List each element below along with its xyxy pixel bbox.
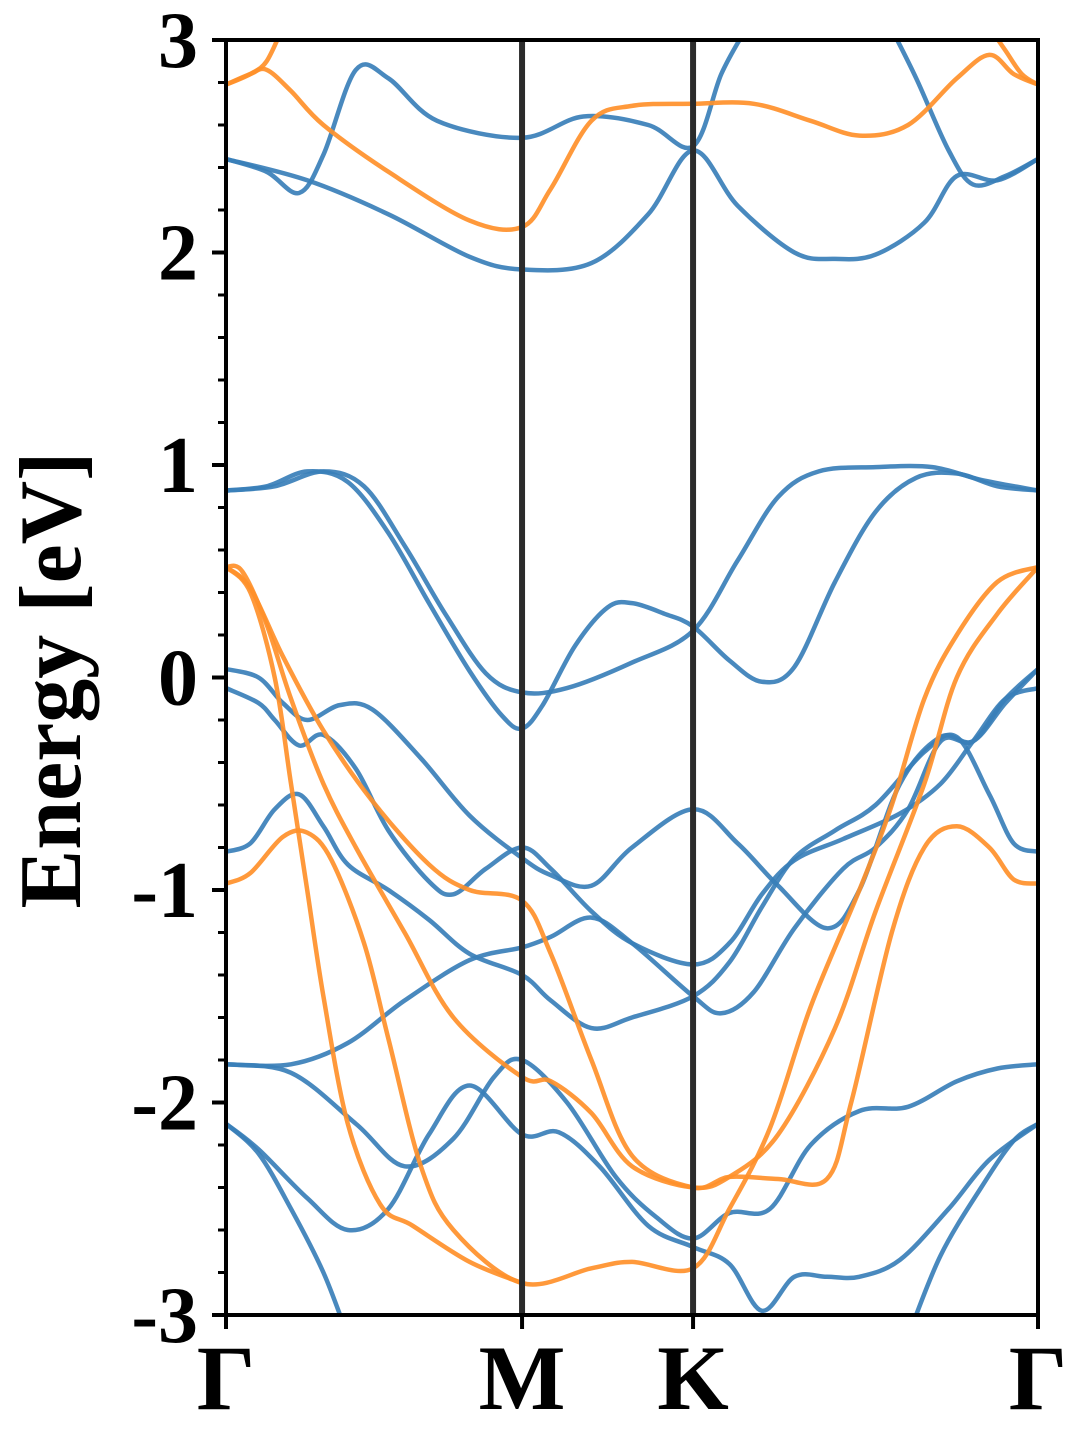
band-spin_up-9 [226, 1056, 1038, 1241]
y-tick-label-0: -3 [131, 1272, 198, 1360]
band-spin_up-6 [226, 685, 1038, 967]
band-spin_up-0 [226, 40, 743, 196]
y-tick-label-6: 3 [158, 0, 198, 85]
band-spin_down-16 [226, 564, 1038, 1191]
band-spin_up-1 [226, 148, 1038, 273]
y-tick-label-2: -1 [131, 847, 198, 935]
x-tick-label-1: M [479, 1327, 566, 1429]
high-symmetry-lines [519, 40, 697, 1315]
band-spin_down-19 [226, 564, 525, 1286]
x-tick-label-0: Γ [197, 1327, 256, 1429]
band-spin_up-3 [226, 468, 1038, 732]
band-spin_up-10 [226, 1083, 1038, 1314]
band-lines [226, 40, 1038, 1315]
band-spin_up-7 [226, 732, 1038, 1031]
band-spin_up-11 [226, 1121, 343, 1315]
band-spin_down-15 [995, 40, 1038, 87]
y-tick-label-5: 2 [158, 210, 198, 298]
band-spin_down-14 [226, 52, 1038, 232]
band-spin_up-5 [226, 666, 1038, 931]
band-spin_down-17 [226, 563, 1038, 1191]
x-tick-label-2: K [657, 1327, 729, 1429]
y-axis: -3 -2 -1 0 1 2 3 [131, 0, 226, 1360]
y-tick-label-3: 0 [158, 635, 198, 723]
y-tick-label-1: -2 [131, 1060, 198, 1148]
band-spin_up-4 [226, 463, 1038, 696]
band-spin_down-18 [226, 564, 1038, 1287]
y-axis-label: Energy [eV] [3, 452, 100, 909]
band-spin_up-12 [913, 1121, 1038, 1315]
x-tick-label-3: Γ [1009, 1327, 1068, 1429]
band-spin_up-2 [894, 40, 1038, 188]
y-tick-label-4: 1 [158, 422, 198, 510]
